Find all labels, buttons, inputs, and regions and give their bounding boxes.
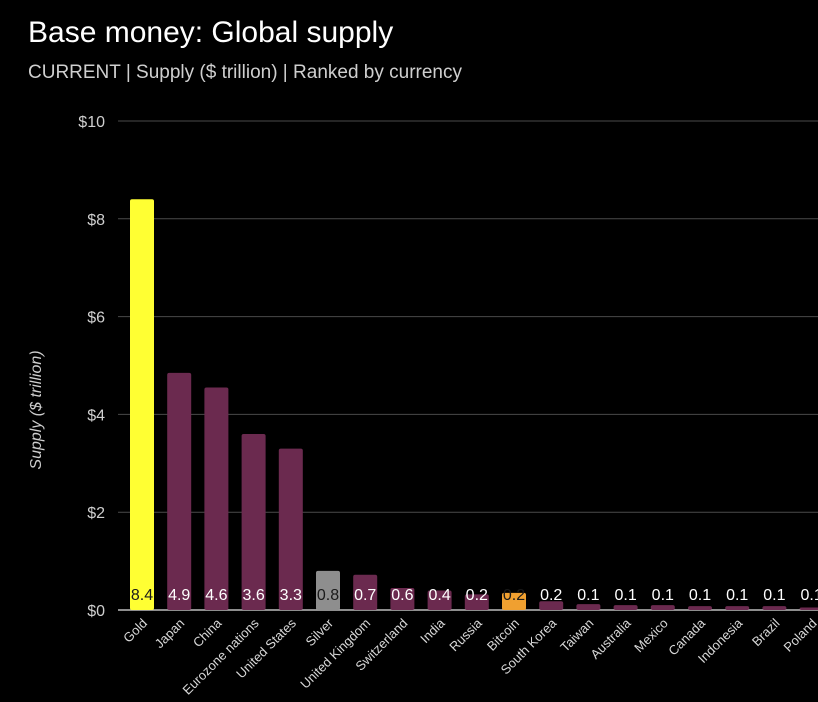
data-label: 0.6 bbox=[391, 587, 413, 604]
bar bbox=[167, 372, 192, 610]
chart-title: Base money: Global supply bbox=[28, 16, 394, 49]
y-axis-label: Supply ($ trillion) bbox=[28, 350, 45, 469]
data-label: 4.9 bbox=[168, 587, 190, 604]
y-tick-label: $6 bbox=[87, 310, 105, 327]
x-tick-label: India bbox=[417, 615, 448, 646]
data-label: 0.1 bbox=[577, 587, 599, 604]
bar bbox=[464, 594, 489, 610]
x-tick-label: Australia bbox=[587, 615, 634, 662]
bar bbox=[650, 605, 675, 610]
x-tick-label: Russia bbox=[446, 615, 485, 654]
x-tick-label: Poland bbox=[780, 616, 818, 655]
data-label: 0.2 bbox=[503, 587, 525, 604]
data-label: 3.6 bbox=[242, 587, 264, 604]
bar bbox=[427, 590, 452, 610]
x-tick-label: China bbox=[190, 615, 225, 650]
data-label: 8.4 bbox=[131, 587, 153, 604]
bar bbox=[316, 570, 340, 610]
data-label: 0.4 bbox=[428, 587, 450, 604]
bar bbox=[390, 587, 415, 610]
bar bbox=[688, 606, 712, 610]
data-label: 0.2 bbox=[540, 587, 562, 604]
data-label: 0.1 bbox=[800, 587, 818, 604]
bar bbox=[353, 574, 378, 610]
data-label: 0.1 bbox=[726, 587, 748, 604]
bar bbox=[241, 433, 266, 610]
data-label: 0.1 bbox=[763, 587, 785, 604]
bar bbox=[204, 387, 229, 610]
data-label: 0.1 bbox=[614, 587, 636, 604]
x-tick-label: Japan bbox=[152, 616, 188, 652]
bar bbox=[725, 606, 750, 610]
data-label: 0.1 bbox=[689, 587, 711, 604]
bar bbox=[502, 592, 526, 610]
x-tick-label: Silver bbox=[303, 615, 337, 649]
y-tick-label: $0 bbox=[87, 603, 105, 620]
bar bbox=[762, 606, 787, 610]
y-tick-label: $8 bbox=[87, 212, 105, 229]
x-tick-label: Gold bbox=[120, 616, 150, 646]
x-tick-label: Brazil bbox=[749, 615, 783, 649]
y-tick-label: $2 bbox=[87, 505, 105, 522]
x-tick-label: Mexico bbox=[631, 616, 671, 656]
bar bbox=[130, 199, 154, 611]
bar bbox=[613, 605, 638, 610]
bar bbox=[576, 604, 601, 610]
data-label: 0.1 bbox=[652, 587, 674, 604]
bar bbox=[539, 601, 564, 610]
y-tick-label: $4 bbox=[87, 407, 105, 424]
bar bbox=[799, 607, 818, 610]
chart-subtitle: CURRENT | Supply ($ trillion) | Ranked b… bbox=[28, 62, 462, 83]
data-label: 0.7 bbox=[354, 587, 376, 604]
data-label: 0.2 bbox=[466, 587, 488, 604]
bar bbox=[278, 448, 303, 610]
y-tick-label: $10 bbox=[78, 114, 105, 131]
data-label: 0.8 bbox=[317, 587, 339, 604]
data-label: 3.3 bbox=[280, 587, 302, 604]
data-label: 4.6 bbox=[205, 587, 227, 604]
